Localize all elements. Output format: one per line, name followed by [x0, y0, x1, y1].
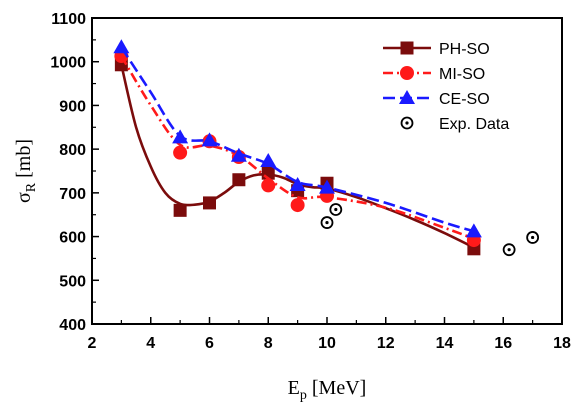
legend: PH-SO MI-SO CE-SO Exp. Data [383, 41, 509, 133]
data-point [172, 129, 189, 144]
data-point [173, 203, 187, 217]
x-tick-label: 10 [318, 335, 336, 352]
data-point [203, 196, 216, 210]
data-point [329, 203, 343, 216]
x-tick-label: 6 [205, 335, 214, 352]
y-tick-label: 500 [59, 273, 86, 290]
axis-ticks: 2 4 6 8 10 12 14 16 18 400 500 600 700 800 900 1000 1100 [50, 11, 571, 352]
legend-marker [399, 90, 415, 104]
series-line [120, 55, 475, 241]
series-line [120, 46, 475, 233]
x-tick-label: 12 [377, 335, 395, 352]
y-axis-title-main: σ [13, 192, 35, 203]
series-layer [113, 39, 540, 257]
y-axis-title-unit: [mb] [13, 139, 35, 183]
data-point-dot [334, 207, 338, 212]
data-point [261, 178, 276, 193]
x-tick-label: 16 [494, 335, 512, 352]
x-tick-label: 14 [436, 335, 454, 352]
data-point-dot [531, 235, 535, 240]
x-axis-title-sub: p [300, 388, 307, 403]
legend-entry: CE-SO [383, 90, 490, 108]
x-axis-title: Ep [MeV] [288, 377, 367, 403]
y-tick-label: 1100 [51, 11, 86, 28]
data-point [260, 152, 277, 167]
data-point [113, 39, 130, 54]
legend-label: MI-SO [439, 66, 485, 83]
data-point [502, 243, 516, 257]
y-axis-title: σR [mb] [13, 139, 39, 203]
data-point-dot [405, 121, 409, 125]
data-point [290, 198, 305, 213]
y-tick-label: 1000 [50, 55, 86, 72]
legend-entry: MI-SO [383, 66, 485, 83]
legend-label: PH-SO [439, 41, 490, 58]
legend-label: CE-SO [439, 91, 490, 108]
y-tick-label: 400 [59, 317, 86, 334]
legend-label: Exp. Data [439, 116, 509, 133]
data-point [173, 145, 188, 160]
data-point [319, 179, 335, 194]
legend-marker [400, 116, 414, 130]
legend-marker [400, 66, 414, 80]
data-point [232, 173, 246, 187]
series-exp-data [320, 203, 540, 257]
y-tick-label: 800 [59, 142, 86, 159]
series-ce-so [113, 39, 482, 238]
plot-frame [91, 17, 563, 325]
y-tick-label: 700 [59, 186, 86, 203]
data-point [201, 132, 218, 147]
y-tick-label: 900 [59, 98, 86, 115]
data-point [289, 176, 306, 191]
data-point [526, 231, 540, 244]
data-point [320, 216, 334, 229]
series-ph-so [114, 58, 481, 256]
x-tick-label: 8 [264, 335, 273, 352]
data-point-dot [507, 248, 511, 252]
x-tick-label: 2 [88, 335, 97, 352]
data-point [465, 223, 482, 238]
y-axis-title-sub: R [24, 182, 39, 192]
y-tick-label: 600 [59, 230, 86, 247]
x-axis-title-unit: [MeV] [307, 377, 366, 399]
x-tick-label: 18 [553, 335, 571, 352]
x-tick-label: 4 [146, 335, 155, 352]
data-point-dot [325, 220, 329, 225]
legend-entry: Exp. Data [400, 116, 509, 133]
legend-marker [400, 41, 414, 55]
legend-entry: PH-SO [383, 41, 490, 58]
data-point [230, 147, 247, 162]
x-axis-title-main: E [288, 377, 300, 399]
